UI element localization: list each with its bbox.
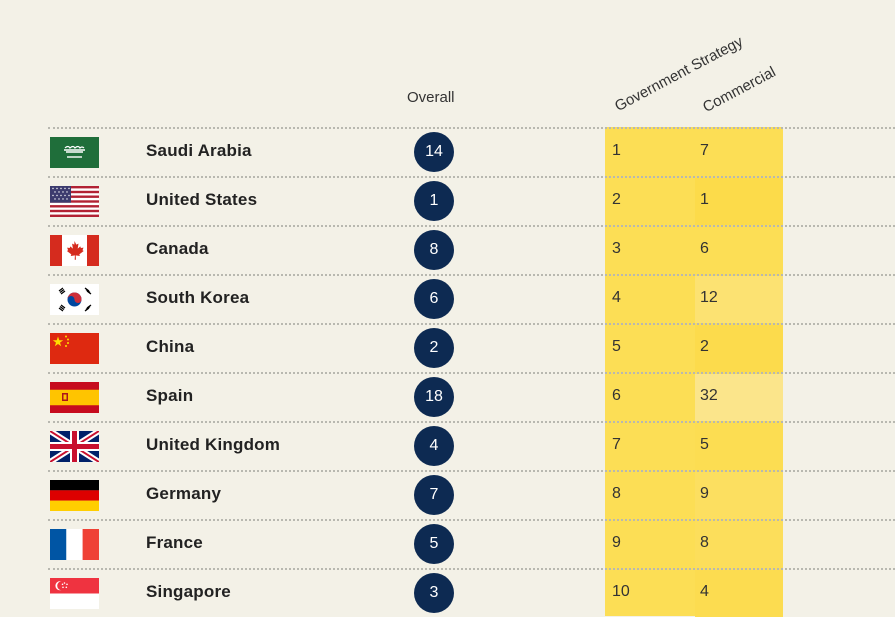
- country-name: United Kingdom: [146, 435, 281, 454]
- singapore-flag-icon: [50, 578, 99, 609]
- government-strategy-rank: 10: [612, 583, 630, 600]
- table-row: United States 1 2 1: [48, 176, 895, 225]
- country-name: Singapore: [146, 582, 231, 601]
- country-name: United States: [146, 190, 258, 209]
- table-row: United Kingdom 4 7 5: [48, 421, 895, 470]
- country-name: Canada: [146, 239, 209, 258]
- commercial-rank: 5: [700, 436, 709, 453]
- commercial-rank-cell: 5: [695, 423, 783, 470]
- south-korea-flag-icon: [50, 284, 99, 315]
- table-row: Spain 18 6 32: [48, 372, 895, 421]
- government-strategy-rank: 9: [612, 534, 621, 551]
- table-row: Germany 7 8 9: [48, 470, 895, 519]
- commercial-rank-cell: 1: [695, 178, 783, 225]
- commercial-rank-cell: 2: [695, 325, 783, 372]
- united-states-flag-icon: [50, 186, 99, 217]
- overall-rank-badge: 3: [414, 573, 454, 613]
- commercial-rank: 9: [700, 485, 709, 502]
- commercial-rank: 8: [700, 534, 709, 551]
- overall-rank-badge: 18: [414, 377, 454, 417]
- overall-rank-badge: 5: [414, 524, 454, 564]
- china-flag-icon: [50, 333, 99, 364]
- commercial-rank-cell: 6: [695, 227, 783, 274]
- country-name: Germany: [146, 484, 222, 503]
- government-strategy-rank: 2: [612, 191, 621, 208]
- commercial-rank: 32: [700, 387, 718, 404]
- table-row: Saudi Arabia 14 1 7: [48, 127, 895, 176]
- commercial-rank: 7: [700, 142, 709, 159]
- overall-column-header: Overall: [407, 89, 455, 106]
- commercial-rank-cell: 8: [695, 521, 783, 568]
- country-name: Saudi Arabia: [146, 141, 252, 160]
- united-kingdom-flag-icon: [50, 431, 99, 462]
- government-strategy-rank: 7: [612, 436, 621, 453]
- country-name: Spain: [146, 386, 194, 405]
- country-name: South Korea: [146, 288, 250, 307]
- saudi-arabia-flag-icon: [50, 137, 99, 168]
- commercial-rank-cell: 32: [695, 374, 783, 421]
- table-row: South Korea 6 4 12: [48, 274, 895, 323]
- government-strategy-rank: 6: [612, 387, 621, 404]
- table-row: China 2 5 2: [48, 323, 895, 372]
- france-flag-icon: [50, 529, 99, 560]
- commercial-rank: 6: [700, 240, 709, 257]
- table-row: Canada 8 3 6: [48, 225, 895, 274]
- government-strategy-rank: 4: [612, 289, 621, 306]
- overall-rank-badge: 2: [414, 328, 454, 368]
- commercial-rank-cell: 7: [695, 129, 783, 176]
- overall-rank-badge: 8: [414, 230, 454, 270]
- table-row: Singapore 3 10 4: [48, 568, 895, 617]
- ranking-table: Saudi Arabia 14 1 7 United States 1 2 1 Canada 8 3…: [48, 127, 895, 617]
- overall-rank-badge: 4: [414, 426, 454, 466]
- government-strategy-rank: 1: [612, 142, 621, 159]
- commercial-rank: 4: [700, 583, 709, 600]
- commercial-rank-cell: 12: [695, 276, 783, 323]
- government-strategy-rank: 8: [612, 485, 621, 502]
- overall-rank-badge: 14: [414, 132, 454, 172]
- overall-rank-badge: 6: [414, 279, 454, 319]
- government-strategy-rank: 3: [612, 240, 621, 257]
- government-strategy-rank: 5: [612, 338, 621, 355]
- commercial-rank: 2: [700, 338, 709, 355]
- commercial-rank: 12: [700, 289, 718, 306]
- overall-rank-badge: 1: [414, 181, 454, 221]
- commercial-column-header: Commercial: [700, 63, 779, 117]
- government-strategy-column-highlight: [605, 127, 695, 616]
- canada-flag-icon: [50, 235, 99, 266]
- commercial-rank-cell: 9: [695, 472, 783, 519]
- germany-flag-icon: [50, 480, 99, 511]
- commercial-rank-cell: 4: [695, 570, 783, 617]
- spain-flag-icon: [50, 382, 99, 413]
- commercial-rank: 1: [700, 191, 709, 208]
- overall-rank-badge: 7: [414, 475, 454, 515]
- country-name: China: [146, 337, 195, 356]
- table-row: France 5 9 8: [48, 519, 895, 568]
- country-name: France: [146, 533, 203, 552]
